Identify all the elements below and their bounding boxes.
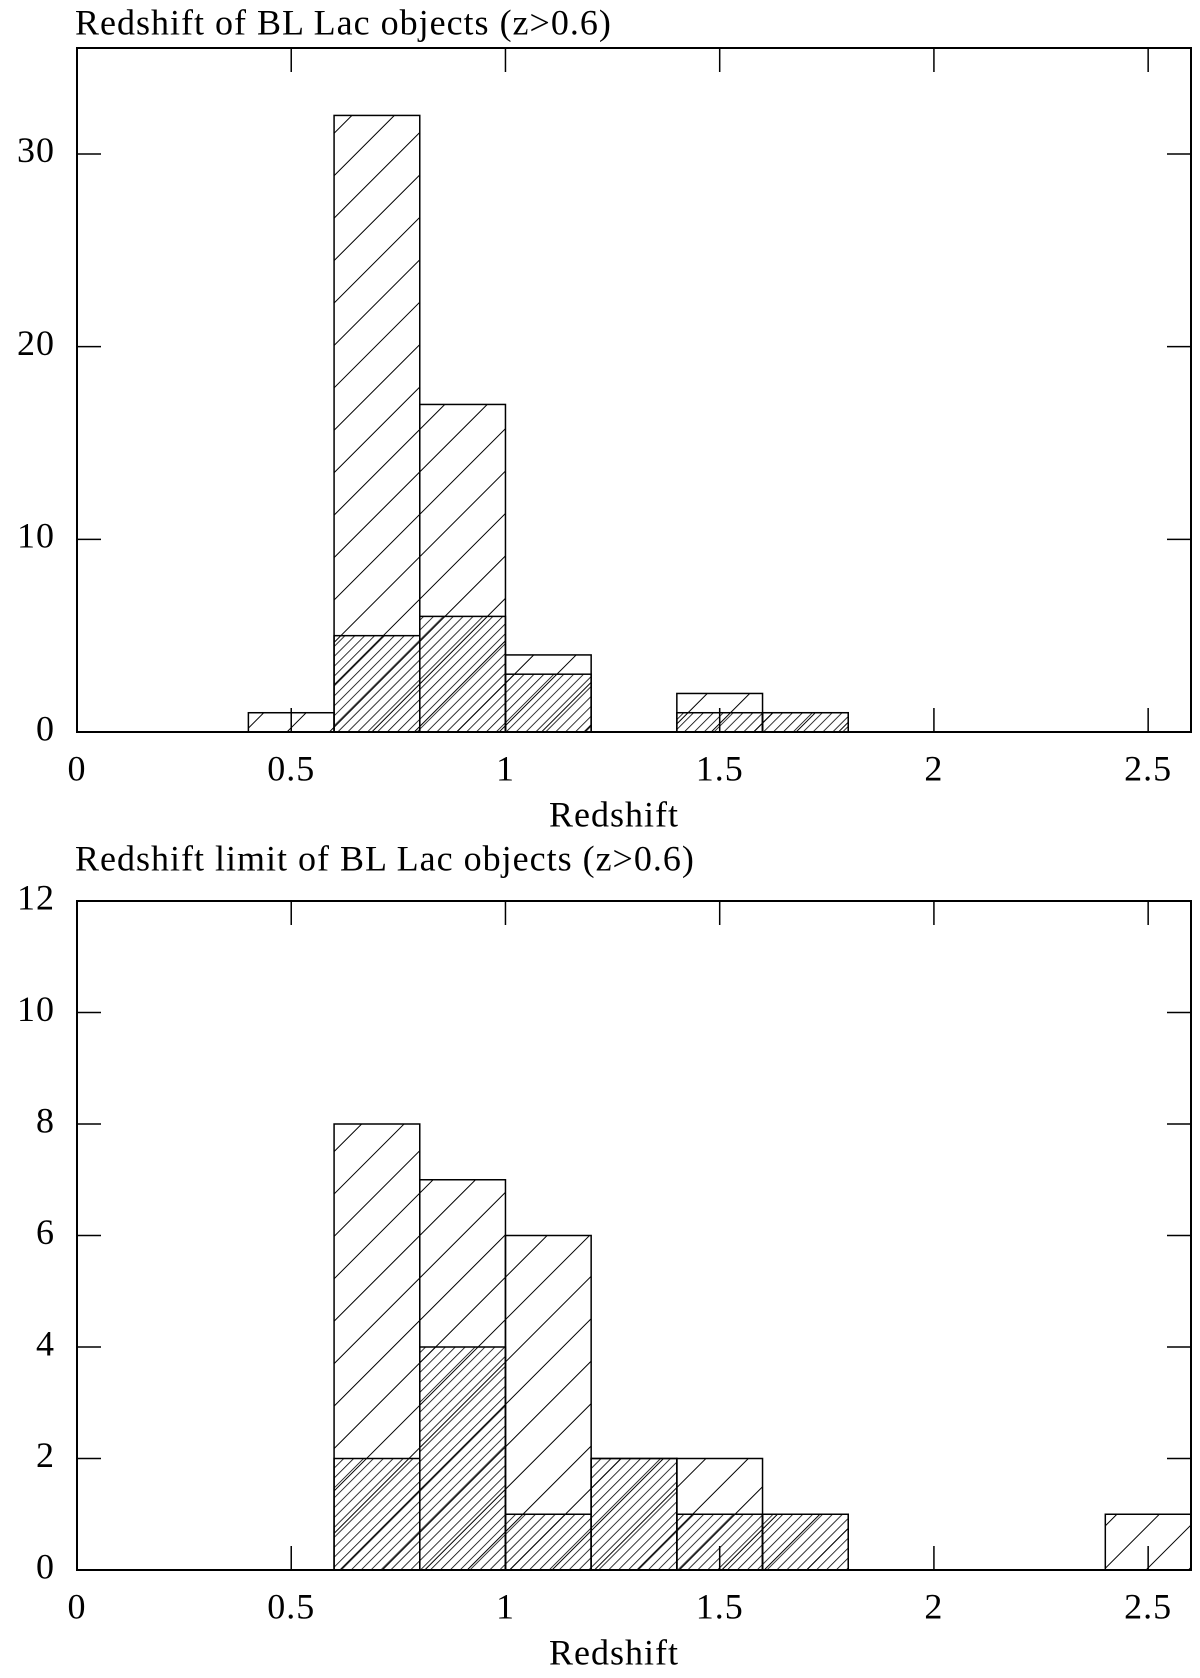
y-tick-label: 4	[36, 1323, 55, 1363]
chart-title: Redshift of BL Lac objects (z>0.6)	[75, 2, 612, 42]
plot-frame	[76, 900, 1192, 1571]
plot-frame	[76, 47, 1192, 733]
histogram-bar	[504, 1513, 592, 1571]
x-tick-label: 0.5	[267, 1586, 315, 1626]
x-tick-label: 1	[496, 1586, 515, 1626]
histogram-bar	[419, 1346, 507, 1571]
histogram-bar	[419, 615, 507, 733]
histogram-bar	[333, 1457, 421, 1571]
x-tick-label: 2.5	[1124, 748, 1172, 788]
histogram-bar	[761, 711, 849, 733]
histogram-bar	[333, 114, 421, 733]
x-tick-label: 2	[924, 748, 943, 788]
y-tick-label: 2	[36, 1435, 55, 1475]
y-tick-label: 0	[36, 708, 55, 748]
x-tick-label: 2	[924, 1586, 943, 1626]
x-tick-label: 1.5	[696, 1586, 744, 1626]
y-tick-label: 12	[17, 877, 55, 917]
histogram-bar	[504, 673, 592, 733]
y-tick-label: 0	[36, 1546, 55, 1586]
y-tick-label: 6	[36, 1212, 55, 1252]
y-tick-label: 10	[17, 989, 55, 1029]
histogram-bar	[761, 1513, 849, 1571]
x-axis-label: Redshift	[549, 1632, 679, 1672]
y-tick-label: 30	[17, 130, 55, 170]
y-tick-label: 8	[36, 1100, 55, 1140]
histogram-bar	[333, 634, 421, 733]
chart-title: Redshift limit of BL Lac objects (z>0.6)	[75, 838, 695, 878]
y-tick-label: 20	[17, 323, 55, 363]
x-tick-label: 2.5	[1124, 1586, 1172, 1626]
x-tick-label: 1.5	[696, 748, 744, 788]
y-tick-label: 10	[17, 516, 55, 556]
x-tick-label: 0.5	[267, 748, 315, 788]
histogram-bar	[590, 1457, 678, 1571]
x-tick-label: 0	[68, 748, 87, 788]
x-tick-label: 0	[68, 1586, 87, 1626]
x-axis-label: Redshift	[549, 794, 679, 834]
x-tick-label: 1	[496, 748, 515, 788]
